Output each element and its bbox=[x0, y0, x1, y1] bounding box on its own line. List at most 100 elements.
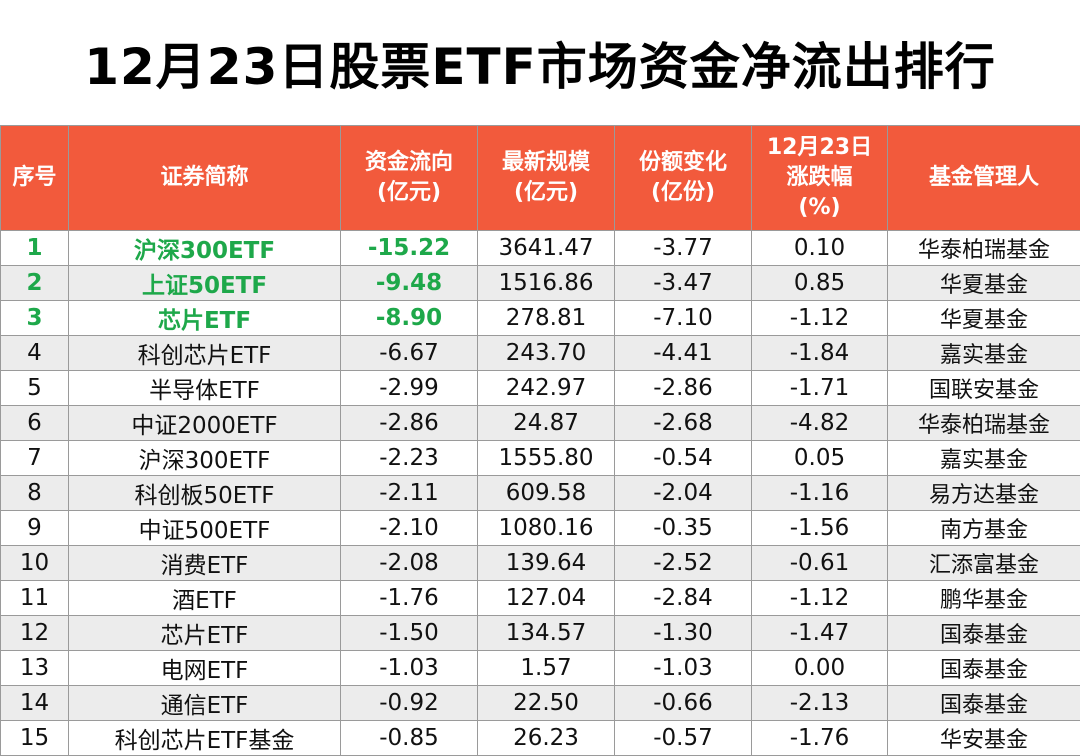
cell-share: -4.41 bbox=[615, 336, 752, 371]
cell-share: -2.68 bbox=[615, 406, 752, 441]
cell-rank: 12 bbox=[1, 616, 69, 651]
cell-scale: 1516.86 bbox=[478, 266, 615, 301]
cell-rank: 4 bbox=[1, 336, 69, 371]
title-bar: 12月23日股票ETF市场资金净流出排行 bbox=[0, 0, 1080, 125]
cell-name: 电网ETF bbox=[69, 651, 341, 686]
cell-rank: 10 bbox=[1, 546, 69, 581]
cell-share: -0.35 bbox=[615, 511, 752, 546]
cell-rank: 2 bbox=[1, 266, 69, 301]
cell-name: 通信ETF bbox=[69, 686, 341, 721]
cell-name: 酒ETF bbox=[69, 581, 341, 616]
cell-share: -2.86 bbox=[615, 371, 752, 406]
header-share: 份额变化 (亿份) bbox=[615, 126, 752, 231]
cell-change: -1.12 bbox=[752, 581, 888, 616]
cell-scale: 134.57 bbox=[478, 616, 615, 651]
cell-share: -0.57 bbox=[615, 721, 752, 756]
cell-change: 0.05 bbox=[752, 441, 888, 476]
header-change-line3: (%) bbox=[752, 193, 887, 223]
cell-flow: -2.11 bbox=[341, 476, 478, 511]
cell-change: -1.47 bbox=[752, 616, 888, 651]
cell-rank: 8 bbox=[1, 476, 69, 511]
cell-rank: 9 bbox=[1, 511, 69, 546]
cell-change: -1.16 bbox=[752, 476, 888, 511]
cell-name: 沪深300ETF bbox=[69, 441, 341, 476]
cell-rank: 3 bbox=[1, 301, 69, 336]
cell-name: 芯片ETF bbox=[69, 616, 341, 651]
cell-change: 0.00 bbox=[752, 651, 888, 686]
header-change: 12月23日 涨跌幅 (%) bbox=[752, 126, 888, 231]
cell-share: -1.03 bbox=[615, 651, 752, 686]
cell-scale: 1555.80 bbox=[478, 441, 615, 476]
cell-flow: -15.22 bbox=[341, 231, 478, 266]
cell-manager: 汇添富基金 bbox=[888, 546, 1080, 581]
cell-change: -1.56 bbox=[752, 511, 888, 546]
header-scale: 最新规模 (亿元) bbox=[478, 126, 615, 231]
cell-scale: 139.64 bbox=[478, 546, 615, 581]
cell-scale: 26.23 bbox=[478, 721, 615, 756]
header-rank: 序号 bbox=[1, 126, 69, 231]
cell-flow: -1.50 bbox=[341, 616, 478, 651]
cell-manager: 国联安基金 bbox=[888, 371, 1080, 406]
cell-change: -1.76 bbox=[752, 721, 888, 756]
cell-change: -1.71 bbox=[752, 371, 888, 406]
cell-flow: -2.86 bbox=[341, 406, 478, 441]
header-scale-line1: 最新规模 bbox=[478, 148, 614, 178]
cell-share: -3.77 bbox=[615, 231, 752, 266]
cell-flow: -0.92 bbox=[341, 686, 478, 721]
cell-scale: 22.50 bbox=[478, 686, 615, 721]
cell-flow: -2.10 bbox=[341, 511, 478, 546]
cell-name: 芯片ETF bbox=[69, 301, 341, 336]
page-title: 12月23日股票ETF市场资金净流出排行 bbox=[84, 27, 996, 99]
cell-scale: 3641.47 bbox=[478, 231, 615, 266]
cell-manager: 国泰基金 bbox=[888, 651, 1080, 686]
cell-name: 上证50ETF bbox=[69, 266, 341, 301]
cell-name: 科创芯片ETF bbox=[69, 336, 341, 371]
cell-flow: -1.03 bbox=[341, 651, 478, 686]
cell-change: -4.82 bbox=[752, 406, 888, 441]
cell-flow: -8.90 bbox=[341, 301, 478, 336]
cell-share: -2.04 bbox=[615, 476, 752, 511]
cell-change: -1.84 bbox=[752, 336, 888, 371]
cell-manager: 国泰基金 bbox=[888, 686, 1080, 721]
cell-flow: -1.76 bbox=[341, 581, 478, 616]
cell-name: 中证2000ETF bbox=[69, 406, 341, 441]
cell-scale: 243.70 bbox=[478, 336, 615, 371]
cell-share: -0.54 bbox=[615, 441, 752, 476]
table-header: 序号 证券简称 资金流向 (亿元) 最新规模 (亿元) 份额变化 (亿份) 12… bbox=[1, 126, 1080, 231]
cell-manager: 易方达基金 bbox=[888, 476, 1080, 511]
cell-share: -7.10 bbox=[615, 301, 752, 336]
cell-scale: 278.81 bbox=[478, 301, 615, 336]
cell-name: 科创芯片ETF基金 bbox=[69, 721, 341, 756]
cell-flow: -2.99 bbox=[341, 371, 478, 406]
cell-rank: 7 bbox=[1, 441, 69, 476]
cell-change: -2.13 bbox=[752, 686, 888, 721]
header-manager: 基金管理人 bbox=[888, 126, 1080, 231]
cell-scale: 242.97 bbox=[478, 371, 615, 406]
cell-name: 科创板50ETF bbox=[69, 476, 341, 511]
cell-name: 沪深300ETF bbox=[69, 231, 341, 266]
cell-rank: 13 bbox=[1, 651, 69, 686]
cell-scale: 24.87 bbox=[478, 406, 615, 441]
header-flow-line1: 资金流向 bbox=[341, 148, 477, 178]
cell-manager: 嘉实基金 bbox=[888, 336, 1080, 371]
cell-scale: 127.04 bbox=[478, 581, 615, 616]
cell-scale: 1.57 bbox=[478, 651, 615, 686]
cell-manager: 国泰基金 bbox=[888, 616, 1080, 651]
cell-name: 中证500ETF bbox=[69, 511, 341, 546]
cell-flow: -6.67 bbox=[341, 336, 478, 371]
cell-change: 0.10 bbox=[752, 231, 888, 266]
cell-rank: 5 bbox=[1, 371, 69, 406]
cell-share: -3.47 bbox=[615, 266, 752, 301]
cell-rank: 11 bbox=[1, 581, 69, 616]
